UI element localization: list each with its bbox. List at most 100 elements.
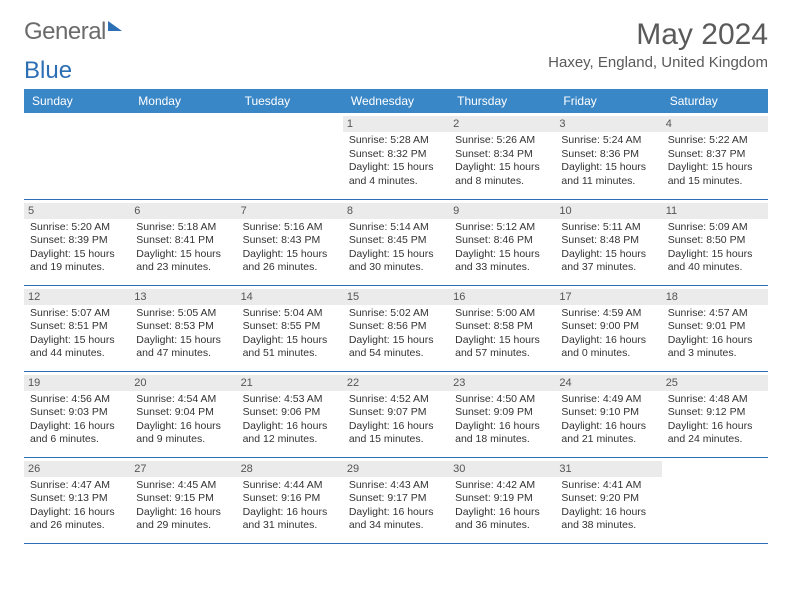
sunset-line: Sunset: 9:19 PM: [455, 492, 549, 506]
day-cell: 21 Sunrise: 4:53 AMSunset: 9:06 PMDayligh…: [237, 371, 343, 457]
day-cell: 13Sunrise: 5:05 AMSunset: 8:53 PMDayligh…: [130, 285, 236, 371]
sunset-line: Sunset: 9:17 PM: [349, 492, 443, 506]
sunset-line: Sunset: 8:51 PM: [30, 320, 124, 334]
day-number: 25: [662, 375, 768, 391]
day-cell: 10 Sunrise: 5:11 AMSunset: 8:48 PMDayligh…: [555, 199, 661, 285]
day-cell: 12Sunrise: 5:07 AMSunset: 8:51 PMDayligh…: [24, 285, 130, 371]
weekday-header: Wednesday: [343, 89, 449, 113]
day-info: Sunrise: 5:05 AMSunset: 8:53 PMDaylight:…: [136, 307, 230, 362]
daylight-line: Daylight: 16 hours and 3 minutes.: [668, 334, 762, 361]
weekday-header: Sunday: [24, 89, 130, 113]
sunrise-line: Sunrise: 5:14 AM: [349, 221, 443, 235]
daylight-line: Daylight: 15 hours and 11 minutes.: [561, 161, 655, 188]
daylight-line: Daylight: 16 hours and 15 minutes.: [349, 420, 443, 447]
sunset-line: Sunset: 9:16 PM: [243, 492, 337, 506]
sunset-line: Sunset: 8:43 PM: [243, 234, 337, 248]
sunrise-line: Sunrise: 5:24 AM: [561, 134, 655, 148]
daylight-line: Daylight: 15 hours and 44 minutes.: [30, 334, 124, 361]
day-info: Sunrise: 5:09 AMSunset: 8:50 PMDaylight:…: [668, 221, 762, 276]
day-number: 17: [555, 289, 661, 305]
sunset-line: Sunset: 8:46 PM: [455, 234, 549, 248]
day-number: 14: [237, 289, 343, 305]
day-info: Sunrise: 4:48 AMSunset: 9:12 PMDaylight:…: [668, 393, 762, 448]
sunrise-line: Sunrise: 5:00 AM: [455, 307, 549, 321]
day-number: 3: [555, 116, 661, 132]
daylight-line: Daylight: 15 hours and 15 minutes.: [668, 161, 762, 188]
sunrise-line: Sunrise: 4:57 AM: [668, 307, 762, 321]
day-info: Sunrise: 4:52 AMSunset: 9:07 PMDaylight:…: [349, 393, 443, 448]
day-info: Sunrise: 4:49 AMSunset: 9:10 PMDaylight:…: [561, 393, 655, 448]
sunrise-line: Sunrise: 5:11 AM: [561, 221, 655, 235]
sunset-line: Sunset: 8:32 PM: [349, 148, 443, 162]
day-number: 10: [555, 203, 661, 219]
day-info: Sunrise: 5:00 AMSunset: 8:58 PMDaylight:…: [455, 307, 549, 362]
empty-cell: [662, 457, 768, 543]
day-info: Sunrise: 5:11 AMSunset: 8:48 PMDaylight:…: [561, 221, 655, 276]
daylight-line: Daylight: 16 hours and 36 minutes.: [455, 506, 549, 533]
calendar-row: 1Sunrise: 5:28 AMSunset: 8:32 PMDaylight…: [24, 113, 768, 199]
day-cell: 14 Sunrise: 5:04 AMSunset: 8:55 PMDayligh…: [237, 285, 343, 371]
day-cell: 18Sunrise: 4:57 AMSunset: 9:01 PMDayligh…: [662, 285, 768, 371]
daylight-line: Daylight: 15 hours and 23 minutes.: [136, 248, 230, 275]
sunset-line: Sunset: 9:12 PM: [668, 406, 762, 420]
day-info: Sunrise: 4:53 AMSunset: 9:06 PMDaylight:…: [243, 393, 337, 448]
day-number: 7: [237, 203, 343, 219]
brand-logo: General: [24, 18, 122, 46]
sunrise-line: Sunrise: 4:45 AM: [136, 479, 230, 493]
day-info: Sunrise: 4:54 AMSunset: 9:04 PMDaylight:…: [136, 393, 230, 448]
day-info: Sunrise: 4:56 AMSunset: 9:03 PMDaylight:…: [30, 393, 124, 448]
sunset-line: Sunset: 9:13 PM: [30, 492, 124, 506]
day-cell: 31Sunrise: 4:41 AMSunset: 9:20 PMDayligh…: [555, 457, 661, 543]
day-number: 28: [237, 461, 343, 477]
daylight-line: Daylight: 15 hours and 51 minutes.: [243, 334, 337, 361]
day-number: 6: [130, 203, 236, 219]
sunrise-line: Sunrise: 4:56 AM: [30, 393, 124, 407]
day-number: 16: [449, 289, 555, 305]
day-cell: 17Sunrise: 4:59 AMSunset: 9:00 PMDayligh…: [555, 285, 661, 371]
day-info: Sunrise: 4:44 AMSunset: 9:16 PMDaylight:…: [243, 479, 337, 534]
daylight-line: Daylight: 15 hours and 37 minutes.: [561, 248, 655, 275]
daylight-line: Daylight: 16 hours and 6 minutes.: [30, 420, 124, 447]
sunrise-line: Sunrise: 4:50 AM: [455, 393, 549, 407]
calendar-body: 1Sunrise: 5:28 AMSunset: 8:32 PMDaylight…: [24, 113, 768, 543]
daylight-line: Daylight: 15 hours and 26 minutes.: [243, 248, 337, 275]
day-info: Sunrise: 4:57 AMSunset: 9:01 PMDaylight:…: [668, 307, 762, 362]
daylight-line: Daylight: 16 hours and 12 minutes.: [243, 420, 337, 447]
calendar-row: 19 Sunrise: 4:56 AMSunset: 9:03 PMDayligh…: [24, 371, 768, 457]
sunrise-line: Sunrise: 5:05 AM: [136, 307, 230, 321]
day-number: 21: [237, 375, 343, 391]
day-info: Sunrise: 4:45 AMSunset: 9:15 PMDaylight:…: [136, 479, 230, 534]
day-number: 9: [449, 203, 555, 219]
sunrise-line: Sunrise: 4:49 AM: [561, 393, 655, 407]
day-cell: 15Sunrise: 5:02 AMSunset: 8:56 PMDayligh…: [343, 285, 449, 371]
sunrise-line: Sunrise: 5:12 AM: [455, 221, 549, 235]
sunrise-line: Sunrise: 4:54 AM: [136, 393, 230, 407]
daylight-line: Daylight: 15 hours and 33 minutes.: [455, 248, 549, 275]
day-number: 19: [24, 375, 130, 391]
sunset-line: Sunset: 8:58 PM: [455, 320, 549, 334]
day-number: 30: [449, 461, 555, 477]
day-cell: 20Sunrise: 4:54 AMSunset: 9:04 PMDayligh…: [130, 371, 236, 457]
sunset-line: Sunset: 8:53 PM: [136, 320, 230, 334]
month-title: May 2024: [548, 18, 768, 52]
daylight-line: Daylight: 15 hours and 30 minutes.: [349, 248, 443, 275]
day-number: 2: [449, 116, 555, 132]
sunset-line: Sunset: 9:20 PM: [561, 492, 655, 506]
weekday-header: Monday: [130, 89, 236, 113]
day-number: 31: [555, 461, 661, 477]
sunset-line: Sunset: 8:45 PM: [349, 234, 443, 248]
day-cell: 2Sunrise: 5:26 AMSunset: 8:34 PMDaylight…: [449, 113, 555, 199]
sunset-line: Sunset: 9:01 PM: [668, 320, 762, 334]
day-cell: 23Sunrise: 4:50 AMSunset: 9:09 PMDayligh…: [449, 371, 555, 457]
day-cell: 6Sunrise: 5:18 AMSunset: 8:41 PMDaylight…: [130, 199, 236, 285]
day-number: 12: [24, 289, 130, 305]
day-info: Sunrise: 5:14 AMSunset: 8:45 PMDaylight:…: [349, 221, 443, 276]
day-info: Sunrise: 4:43 AMSunset: 9:17 PMDaylight:…: [349, 479, 443, 534]
day-cell: 9 Sunrise: 5:12 AMSunset: 8:46 PMDaylight…: [449, 199, 555, 285]
daylight-line: Daylight: 15 hours and 4 minutes.: [349, 161, 443, 188]
sunrise-line: Sunrise: 5:09 AM: [668, 221, 762, 235]
sunset-line: Sunset: 8:34 PM: [455, 148, 549, 162]
daylight-line: Daylight: 16 hours and 29 minutes.: [136, 506, 230, 533]
sunrise-line: Sunrise: 5:22 AM: [668, 134, 762, 148]
day-info: Sunrise: 5:04 AMSunset: 8:55 PMDaylight:…: [243, 307, 337, 362]
